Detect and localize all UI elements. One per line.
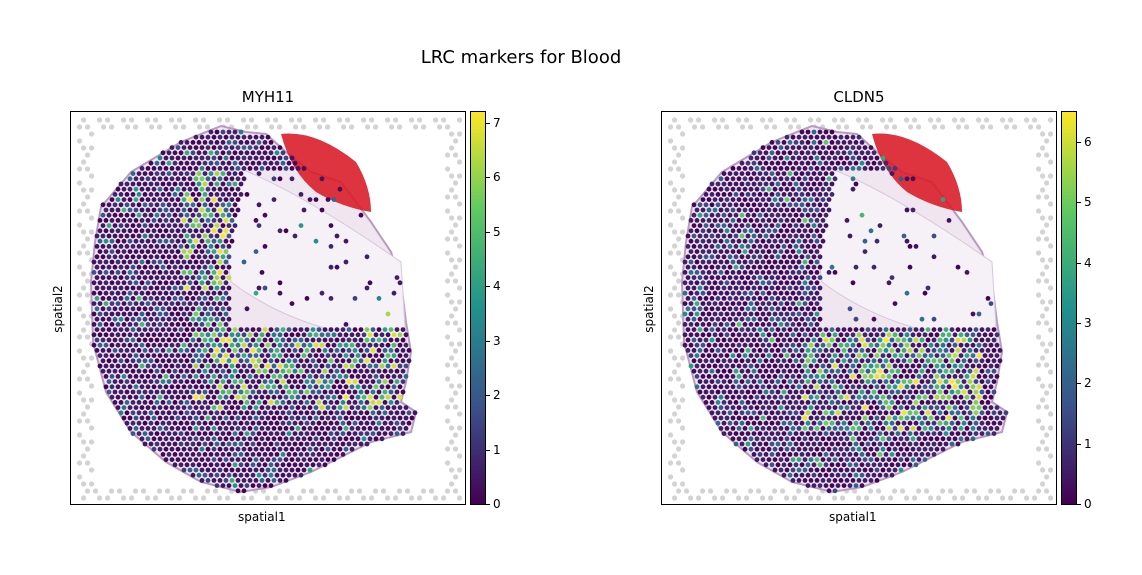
colorbar-tick-label: 3 [1084, 316, 1092, 331]
colorbar-tick-mark [1077, 142, 1081, 144]
panel-title: MYH11 [241, 88, 295, 106]
panel-title: CLDN5 [833, 88, 885, 106]
colorbar-tick-mark [486, 177, 490, 179]
colorbar-tick-mark [486, 231, 490, 233]
colorbar-tick-mark [1077, 202, 1081, 204]
colorbar-tick-mark [486, 122, 490, 124]
expression-spots [91, 129, 418, 494]
colorbar-tick-label: 1 [1084, 436, 1092, 451]
colorbar-tick-label: 6 [493, 170, 501, 185]
blood-region [872, 133, 962, 212]
colorbar-tick-mark [1077, 323, 1081, 325]
colorbar-tick-mark [486, 340, 490, 342]
colorbar-tick-label: 0 [493, 497, 501, 511]
colorbar-tick-label: 7 [493, 115, 501, 130]
colorbar-tick-label: 0 [1084, 497, 1092, 511]
colorbar-tick-label: 6 [1084, 135, 1092, 150]
x-axis-label: spatial1 [238, 510, 286, 524]
colorbar-tick-label: 4 [493, 279, 501, 294]
tissue-image [680, 124, 1009, 494]
colorbar-tick-mark [1077, 383, 1081, 385]
colorbar-tick-label: 5 [493, 224, 501, 239]
spatial-plot [70, 111, 466, 505]
colorbar-tick-mark [1077, 262, 1081, 264]
colorbar-tick-label: 2 [1084, 376, 1092, 391]
colorbar-tick-mark [486, 504, 490, 505]
spatial-plot [661, 111, 1057, 505]
colorbar-tick-label: 3 [493, 333, 501, 348]
colorbar-tick-label: 5 [1084, 195, 1092, 210]
figure-title: LRC markers for Blood [420, 47, 622, 68]
colorbar-tick-mark [486, 449, 490, 451]
y-axis-label: spatial2 [642, 285, 656, 333]
x-axis-label: spatial1 [829, 510, 877, 524]
colorbar-tick-label: 2 [493, 388, 501, 403]
y-axis-label: spatial2 [51, 285, 65, 333]
expression-spots [682, 129, 1009, 494]
background-spots [667, 117, 1054, 501]
colorbar-tick-mark [1077, 504, 1081, 505]
colorbar-tick-mark [486, 395, 490, 397]
colorbar [470, 111, 486, 505]
blood-region [281, 133, 371, 212]
colorbar-tick-mark [1077, 443, 1081, 445]
colorbar-tick-label: 4 [1084, 255, 1092, 270]
colorbar-tick-label: 1 [493, 442, 501, 457]
colorbar [1061, 111, 1077, 505]
colorbar-tick-mark [486, 286, 490, 288]
background-spots [76, 117, 463, 501]
tissue-image [89, 124, 418, 494]
